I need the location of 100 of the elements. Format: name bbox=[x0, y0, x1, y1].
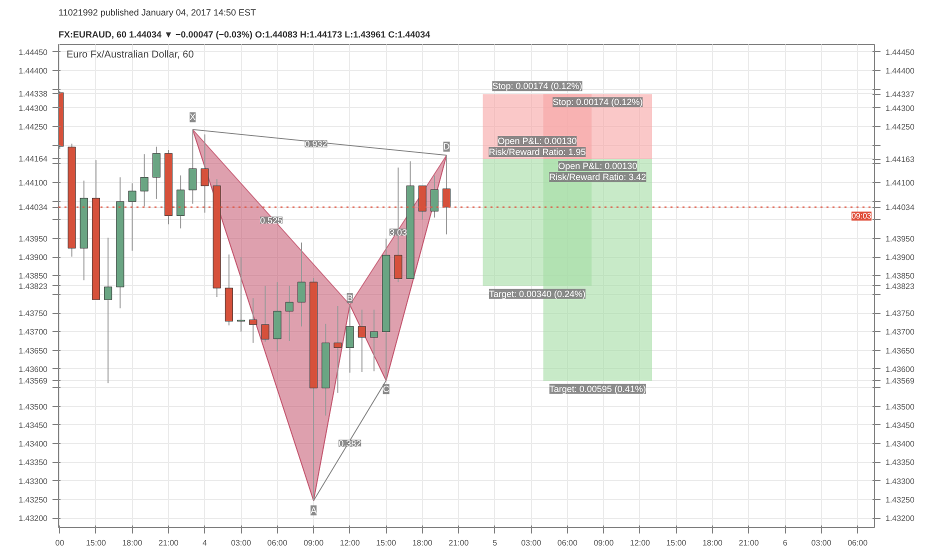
candlestick bbox=[285, 285, 294, 342]
x-tick-label: 21:00 bbox=[158, 538, 180, 548]
annotation: X bbox=[190, 112, 196, 122]
x-tick-label: 18:00 bbox=[122, 538, 143, 548]
y-tick-label: 1.43569 bbox=[18, 376, 48, 386]
y-tick-label: 1.43823 bbox=[18, 282, 48, 291]
x-tick-label: 18:00 bbox=[702, 538, 724, 548]
annotation: Open P&L: 0.00130 bbox=[498, 136, 577, 146]
y-tick-label: 1.44450 bbox=[18, 48, 48, 57]
data-label: Stop: 0.00174 (0.12%) bbox=[492, 81, 582, 92]
x-tick-label: 09:00 bbox=[594, 538, 614, 548]
annotation: Risk/Reward Ratio: 3.42 bbox=[549, 172, 646, 182]
y-tick-label: 1.43500 bbox=[18, 402, 48, 412]
candlestick bbox=[188, 129, 197, 204]
x-tick-label: 03:00 bbox=[811, 538, 832, 548]
x-tick-label: 00 bbox=[55, 538, 65, 548]
annotation: D bbox=[443, 142, 450, 152]
y-tick-label: 1.44164 bbox=[18, 154, 48, 164]
y-tick-label: 1.43750 bbox=[18, 309, 48, 318]
y-tick-label: 1.43650 bbox=[18, 346, 48, 356]
x-tick-label: 21:00 bbox=[448, 538, 470, 548]
candlestick bbox=[358, 309, 366, 372]
annotation: Open P&L: 0.00130 bbox=[558, 161, 638, 172]
y-tick-label: 1.43850 bbox=[18, 272, 48, 281]
y2-tick-label: 1.43850 bbox=[886, 272, 915, 281]
y2-tick-label: 1.43250 bbox=[886, 496, 915, 505]
annotation: 09:03 bbox=[851, 212, 872, 221]
y2-tick-label: 1.44450 bbox=[886, 48, 915, 57]
x-tick-label: 03:00 bbox=[521, 538, 542, 548]
y2-tick-label: 1.44300 bbox=[886, 104, 915, 113]
y-tick-label: 1.43300 bbox=[18, 476, 48, 486]
y2-tick-label: 1.43200 bbox=[886, 514, 915, 524]
y2-tick-label: 1.43650 bbox=[886, 346, 915, 356]
candlestick bbox=[370, 309, 378, 372]
annotation: A bbox=[310, 505, 317, 516]
x-tick-label: 12:00 bbox=[630, 538, 651, 548]
chart-subtitle: FX:EURAUD, 60 1.44034 ▼ −0.00047 (−0.03%) O:1.44083 H:1.44173 L:1.43961 C:1.44034 bbox=[58, 30, 430, 40]
y-tick-label: 1.43200 bbox=[18, 514, 48, 524]
candlestick bbox=[140, 154, 148, 207]
y2-tick-label: 1.44100 bbox=[886, 178, 915, 188]
x-tick-label: 15:00 bbox=[86, 538, 107, 548]
x-tick-label: 15:00 bbox=[376, 538, 397, 548]
y-tick-label: 1.44250 bbox=[18, 122, 48, 132]
data-label: Stop: 0.00174 (0.12%) bbox=[552, 97, 643, 108]
y2-tick-label: 1.43950 bbox=[886, 234, 915, 244]
y2-tick-label: 1.43450 bbox=[886, 420, 915, 430]
candlestick bbox=[104, 237, 112, 384]
y-tick-label: 1.44338 bbox=[18, 90, 48, 99]
x-tick-label: 06:00 bbox=[848, 538, 868, 548]
x-tick-label: 6 bbox=[782, 538, 788, 548]
text: Euro Fx/Australian Dollar, 60 bbox=[66, 50, 194, 60]
y2-tick-label: 1.44400 bbox=[886, 66, 915, 76]
y2-tick-label: 1.43750 bbox=[886, 309, 915, 318]
y2-tick-label: 1.43823 bbox=[886, 282, 915, 291]
y2-tick-label: 1.44250 bbox=[886, 122, 915, 132]
candlestick bbox=[297, 242, 306, 327]
y2-tick-label: 1.43400 bbox=[886, 440, 915, 449]
x-tick-label: 4 bbox=[202, 538, 208, 548]
y-tick-label: 1.44400 bbox=[18, 66, 48, 76]
y-tick-label: 1.43950 bbox=[18, 234, 48, 244]
y-tick-label: 1.44034 bbox=[18, 203, 48, 212]
x-tick-label: 06:00 bbox=[267, 538, 288, 548]
annotation: 3.03 bbox=[389, 228, 407, 238]
y-tick-label: 1.44300 bbox=[18, 104, 48, 113]
y2-tick-label: 1.43600 bbox=[886, 364, 915, 374]
candlestick bbox=[128, 182, 136, 252]
y-tick-label: 1.43250 bbox=[18, 496, 48, 505]
text: 11021992 published January 04, 2017 14:50 EST bbox=[58, 8, 256, 18]
x-tick-label: 21:00 bbox=[738, 538, 760, 548]
x-tick-label: 5 bbox=[492, 538, 498, 548]
y-tick-label: 1.43700 bbox=[18, 328, 48, 337]
y2-tick-label: 1.43350 bbox=[886, 458, 915, 468]
y-tick-label: 1.44100 bbox=[18, 178, 48, 188]
y2-tick-label: 1.43569 bbox=[886, 376, 915, 386]
candlestick bbox=[346, 304, 354, 374]
x-tick-label: 15:00 bbox=[666, 538, 687, 548]
y-tick-label: 1.43450 bbox=[18, 420, 48, 430]
x-tick-label: 18:00 bbox=[412, 538, 433, 548]
y-tick-label: 1.43400 bbox=[18, 440, 48, 449]
y2-tick-label: 1.43500 bbox=[886, 402, 915, 412]
annotation: Risk/Reward Ratio: 1.95 bbox=[488, 147, 586, 158]
annotation: 0.525 bbox=[260, 216, 283, 226]
y2-tick-label: 1.44163 bbox=[886, 155, 915, 164]
y2-tick-label: 1.44034 bbox=[886, 203, 915, 212]
y-tick-label: 1.43600 bbox=[18, 364, 48, 374]
y2-tick-label: 1.43700 bbox=[886, 328, 915, 337]
annotation: B bbox=[346, 293, 353, 304]
candlestick bbox=[334, 305, 342, 394]
x-tick-label: 06:00 bbox=[557, 538, 578, 548]
annotation: 0.382 bbox=[338, 438, 362, 449]
x-tick-label: 03:00 bbox=[231, 538, 252, 548]
data-label: Target: 0.00340 (0.24%) bbox=[488, 288, 586, 299]
candlestick bbox=[261, 285, 270, 342]
x-tick-label: 09:00 bbox=[304, 538, 324, 548]
y2-tick-label: 1.44337 bbox=[886, 90, 915, 100]
candlestick bbox=[249, 298, 258, 344]
candlestick bbox=[430, 174, 439, 218]
y2-tick-label: 1.43300 bbox=[886, 476, 915, 486]
annotation: 0.932 bbox=[304, 139, 328, 150]
y-tick-label: 1.43900 bbox=[18, 253, 48, 262]
